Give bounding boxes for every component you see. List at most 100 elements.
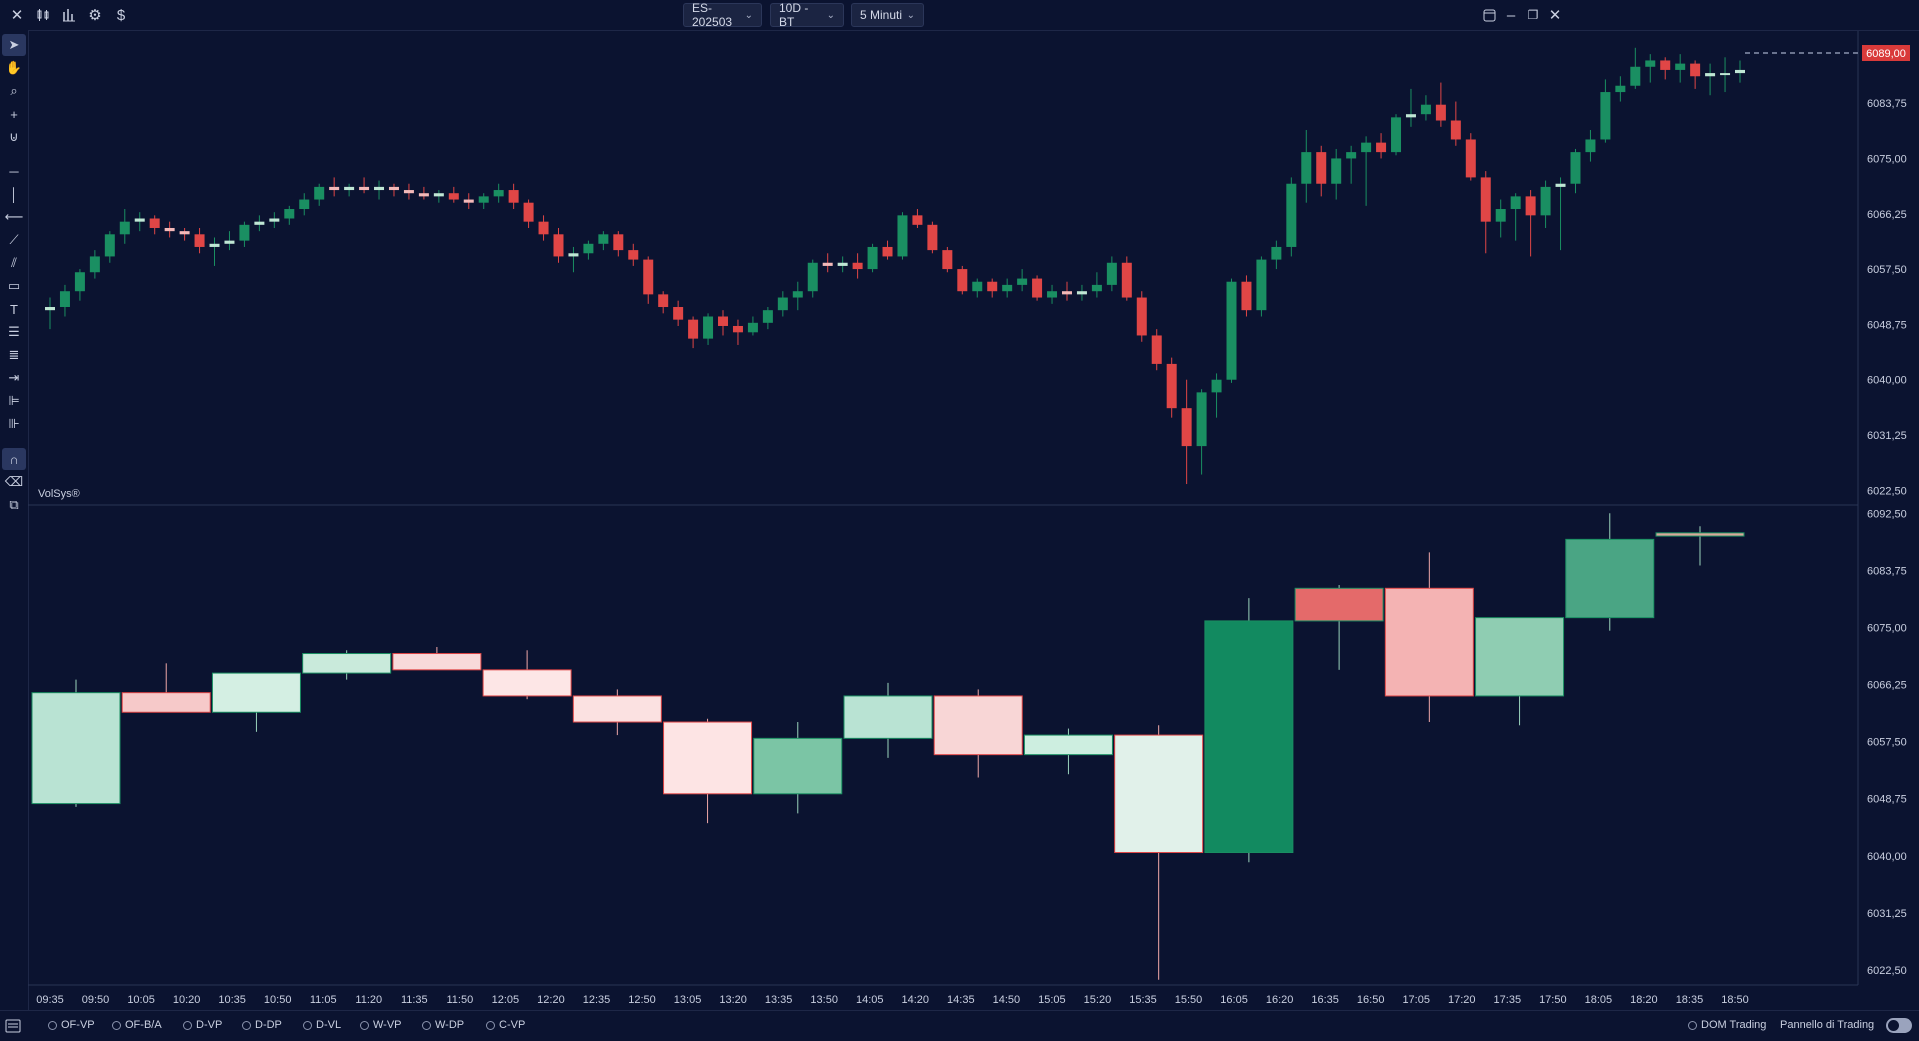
range-dropdown[interactable]: 10D - BT ⌄ xyxy=(770,1,844,29)
ray-icon[interactable]: ⟵ xyxy=(4,209,24,224)
candle-body xyxy=(747,322,758,333)
candle-body xyxy=(329,186,340,191)
upper-price-label: 6040,00 xyxy=(1867,375,1907,387)
candle-body xyxy=(1600,92,1611,140)
horizontal-line-icon[interactable]: ─ xyxy=(9,163,19,179)
indicator-label: OF-VP xyxy=(61,1019,95,1031)
candle-body xyxy=(1121,262,1132,298)
cursor-icon[interactable]: ➤ xyxy=(2,34,26,56)
chevron-down-icon: ⌄ xyxy=(744,9,753,21)
text-icon[interactable]: T xyxy=(10,301,18,317)
panel-icon[interactable] xyxy=(1478,3,1500,27)
fib-icon[interactable]: ☰ xyxy=(8,324,20,339)
time-label: 10:20 xyxy=(173,994,201,1006)
time-label: 11:35 xyxy=(401,994,428,1006)
arrow-icon[interactable]: ⇥ xyxy=(8,370,20,385)
time-label: 16:50 xyxy=(1357,994,1385,1006)
profile-icon[interactable]: ⊫ xyxy=(8,393,20,408)
time-label: 14:35 xyxy=(947,994,975,1006)
minimize-icon[interactable]: – xyxy=(1506,6,1516,24)
candle-body xyxy=(598,234,609,244)
indicator-w-dp[interactable]: W-DP xyxy=(422,1019,464,1031)
timeframe-dropdown[interactable]: 5 Minuti ⌄ xyxy=(851,3,924,27)
channel-icon[interactable]: ⫽ xyxy=(11,255,17,270)
hand-icon[interactable]: ✋ xyxy=(5,60,23,75)
upper-price-label: 6048,75 xyxy=(1867,319,1907,331)
magnet-icon[interactable]: ⊍ xyxy=(9,129,19,144)
candle-body xyxy=(1241,281,1252,311)
dollar-icon[interactable]: $ xyxy=(116,6,126,24)
candle-body xyxy=(1420,104,1431,115)
candle-body xyxy=(179,231,190,235)
candle-body xyxy=(388,186,399,191)
lower-price-label: 6083,75 xyxy=(1867,565,1907,577)
candle-body xyxy=(149,218,160,228)
candle-body xyxy=(374,186,385,191)
indicator-d-vl[interactable]: D-VL xyxy=(303,1019,341,1031)
magnet-active-icon[interactable]: ∩ xyxy=(2,448,26,470)
candle-body xyxy=(392,653,482,671)
symbol-dropdown[interactable]: ES-202503 ⌄ xyxy=(683,1,762,29)
indicator-d-dp[interactable]: D-DP xyxy=(242,1019,282,1031)
dom-trading-toggle[interactable]: DOM Trading xyxy=(1688,1019,1766,1031)
candle-body xyxy=(1465,139,1476,178)
vertical-line-icon[interactable]: │ xyxy=(9,186,19,202)
timeframe-label: 5 Minuti xyxy=(860,8,903,22)
layers-icon[interactable]: ⧉ xyxy=(9,497,19,512)
eraser-icon[interactable]: ⌫ xyxy=(4,474,24,489)
candle-body xyxy=(897,215,908,257)
time-label: 12:20 xyxy=(537,994,565,1006)
lower-price-label: 6066,25 xyxy=(1867,680,1907,692)
bar-chart-icon[interactable] xyxy=(58,3,80,27)
indicator-label: W-DP xyxy=(435,1019,465,1031)
zoom-icon[interactable]: ⌕ xyxy=(10,83,18,98)
indicator-d-vp[interactable]: D-VP xyxy=(183,1019,222,1031)
pannello-trading-toggle[interactable] xyxy=(1886,1018,1912,1033)
close-window-icon[interactable]: ✕ xyxy=(1548,7,1562,24)
upper-price-label: 6083,75 xyxy=(1867,98,1907,110)
radio-icon xyxy=(303,1020,312,1030)
chevron-down-icon: ⌄ xyxy=(906,9,915,21)
indicator-label: C-VP xyxy=(499,1019,526,1031)
candle-body xyxy=(1166,363,1177,409)
candle-body xyxy=(1211,379,1222,393)
time-label: 15:35 xyxy=(1129,994,1157,1006)
time-label: 15:50 xyxy=(1175,994,1203,1006)
indicator-w-vp[interactable]: W-VP xyxy=(360,1019,402,1031)
indicator-c-vp[interactable]: C-VP xyxy=(486,1019,525,1031)
candle-body xyxy=(807,262,818,292)
candle-body xyxy=(852,262,863,270)
candle-body xyxy=(1301,152,1312,184)
time-label: 10:05 xyxy=(127,994,155,1006)
indicator-label: W-VP xyxy=(373,1019,402,1031)
candle-body xyxy=(843,695,933,739)
trendline-icon[interactable]: ⟋ xyxy=(9,232,19,247)
close-icon[interactable]: ✕ xyxy=(10,7,24,24)
chevron-down-icon: ⌄ xyxy=(826,9,835,21)
candle-body xyxy=(1570,152,1581,184)
candle-body xyxy=(628,250,639,260)
candle-body xyxy=(493,190,504,197)
time-label: 18:35 xyxy=(1676,994,1704,1006)
rectangle-icon[interactable]: ▭ xyxy=(7,278,21,293)
crosshair-icon[interactable]: + xyxy=(10,106,18,122)
indicator-of-ba[interactable]: OF-B/A xyxy=(112,1019,162,1031)
indicator-of-vp[interactable]: OF-VP xyxy=(48,1019,95,1031)
gear-icon[interactable]: ⚙ xyxy=(88,7,102,24)
candle-body xyxy=(658,294,669,308)
lines-icon[interactable]: ≣ xyxy=(8,347,20,362)
upper-price-label: 6022,50 xyxy=(1867,485,1907,497)
dom-trading-label: DOM Trading xyxy=(1701,1019,1767,1031)
time-label: 17:35 xyxy=(1494,994,1522,1006)
restore-icon[interactable]: ❐ xyxy=(1527,8,1539,22)
volume-icon[interactable]: ⊪ xyxy=(8,416,20,431)
keyboard-icon[interactable] xyxy=(3,1016,23,1036)
candle-body xyxy=(822,262,833,266)
candle-body xyxy=(1023,734,1113,756)
candle-body xyxy=(643,259,654,295)
candles-icon[interactable] xyxy=(32,3,54,27)
candle-body xyxy=(1294,587,1384,622)
candle-body xyxy=(482,669,572,697)
candle-body xyxy=(1510,196,1521,210)
